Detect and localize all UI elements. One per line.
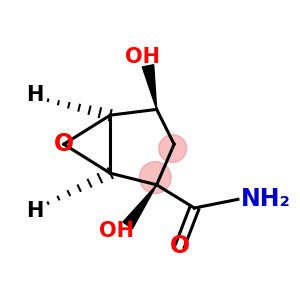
Text: O: O <box>54 132 74 156</box>
Text: H: H <box>26 85 44 105</box>
Text: O: O <box>170 234 190 258</box>
Polygon shape <box>142 65 157 110</box>
Circle shape <box>139 162 171 194</box>
Polygon shape <box>123 185 157 229</box>
Circle shape <box>159 135 187 163</box>
Text: OH: OH <box>125 47 160 67</box>
Text: OH: OH <box>99 221 134 241</box>
Text: H: H <box>26 201 44 221</box>
Text: NH₂: NH₂ <box>241 187 291 211</box>
